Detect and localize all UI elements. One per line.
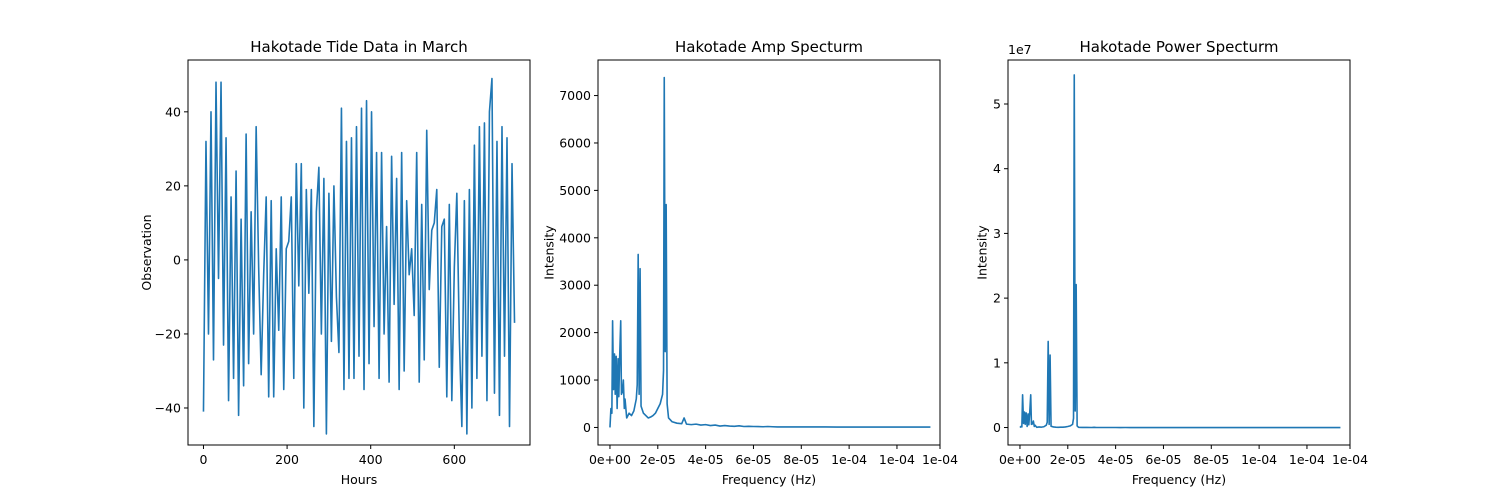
x-axis-label: Frequency (Hz) [722, 472, 816, 487]
x-tick-label: 0 [199, 452, 207, 467]
x-axis-label: Frequency (Hz) [1132, 472, 1226, 487]
x-tick-label: 1e-04 [922, 452, 958, 467]
axes-frame [1007, 59, 1351, 446]
x-tick-label: 0e+00 [589, 452, 631, 467]
y-tick-label: 5000 [559, 183, 591, 198]
chart-panel-2: 0e+00 2e-05 4e-05 6e-05 8e-05 1e-04 1e-04 1e-04… [542, 38, 958, 487]
x-tick-label: 400 [359, 452, 383, 467]
y-tick-label: 7000 [559, 88, 591, 103]
y-tick-label: 2000 [559, 325, 591, 340]
y-tick-label: −40 [155, 400, 181, 415]
x-tick-label: 6e-05 [735, 452, 771, 467]
series-line [1019, 74, 1341, 429]
x-tick-label: 4e-05 [688, 452, 724, 467]
y-axis-label: Intensity [542, 225, 557, 280]
y-tick-label: 0 [173, 252, 181, 267]
x-tick-label: 1e-04 [1289, 452, 1325, 467]
y-tick-label: 4000 [559, 230, 591, 245]
y-tick-label: 0 [993, 420, 1001, 435]
series-line [202, 77, 516, 435]
y-tick-label: 3 [993, 226, 1001, 241]
x-tick-label: 1e-04 [879, 452, 915, 467]
y-tick-label: 20 [165, 178, 181, 193]
x-tick-label: 200 [275, 452, 299, 467]
y-tick-label: 2 [993, 291, 1001, 306]
x-tick-label: 6e-05 [1145, 452, 1181, 467]
y-offset-label: 1e7 [1008, 42, 1032, 57]
series-line [609, 76, 931, 428]
chart-title: Hakotade Power Specturm [1080, 38, 1279, 56]
x-tick-label: 1e-04 [1241, 452, 1277, 467]
y-tick-label: 1 [993, 355, 1001, 370]
y-tick-label: 5 [993, 97, 1001, 112]
y-tick-label: 6000 [559, 135, 591, 150]
x-tick-label: 1e-04 [1332, 452, 1368, 467]
x-tick-label: 2e-05 [1050, 452, 1086, 467]
chart-panel-1: 0 200 400 600 −40 −20 0 20 40 Hakotade Tide Data … [139, 38, 531, 487]
x-tick-label: 600 [442, 452, 466, 467]
y-tick-label: −20 [155, 326, 181, 341]
y-tick-label: 1000 [559, 373, 591, 388]
y-tick-label: 3000 [559, 278, 591, 293]
y-tick-label: 40 [165, 104, 181, 119]
chart-title: Hakotade Tide Data in March [250, 38, 468, 56]
x-tick-label: 0e+00 [999, 452, 1041, 467]
x-tick-label: 8e-05 [1193, 452, 1229, 467]
y-tick-label: 4 [993, 161, 1001, 176]
chart-panel-3: 0e+00 2e-05 4e-05 6e-05 8e-05 1e-04 1e-04 1e-04… [974, 38, 1368, 487]
x-tick-label: 8e-05 [783, 452, 819, 467]
axes-frame [187, 59, 531, 446]
axes-frame [597, 59, 941, 446]
y-tick-label: 0 [583, 420, 591, 435]
y-axis-label: Intensity [974, 225, 989, 280]
y-axis-label: Observation [139, 214, 154, 290]
chart-title: Hakotade Amp Specturm [675, 38, 863, 56]
x-tick-label: 4e-05 [1098, 452, 1134, 467]
x-axis-label: Hours [341, 472, 378, 487]
x-tick-label: 2e-05 [640, 452, 676, 467]
x-tick-label: 1e-04 [831, 452, 867, 467]
